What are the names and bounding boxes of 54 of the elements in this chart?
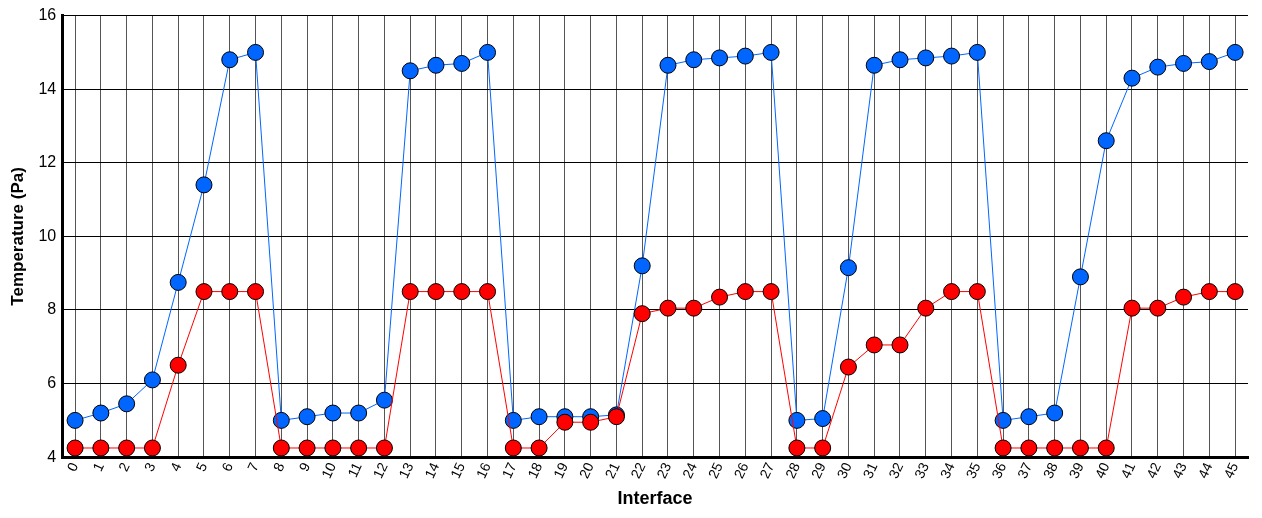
x-tick-label: 35: [962, 459, 984, 481]
y-tick-label: 16: [38, 6, 57, 24]
x-tick-label: 13: [395, 459, 417, 481]
x-tick-label: 15: [446, 459, 469, 481]
x-tick-label: 34: [936, 459, 958, 481]
x-tick-label: 36: [988, 459, 1010, 481]
x-tick-label: 40: [1091, 459, 1113, 481]
x-tick-label: 9: [295, 459, 314, 474]
x-tick-label: 14: [421, 459, 443, 481]
x-tick-label: 32: [885, 459, 907, 481]
x-tick-label: 39: [1065, 459, 1087, 481]
y-axis-title: Temperature (Pa): [7, 167, 27, 306]
x-tick-label: 41: [1117, 459, 1139, 481]
x-tick-label: 8: [269, 459, 288, 474]
x-tick-label: 38: [1039, 459, 1061, 481]
y-tick-label: 12: [38, 153, 57, 171]
y-tick-label: 10: [38, 226, 57, 244]
y-tick-label: 8: [47, 300, 57, 318]
x-tick-label: 24: [678, 459, 701, 481]
x-tick-label: 42: [1142, 459, 1165, 481]
x-axis-title: Interface: [617, 488, 693, 509]
x-tick-label: 17: [498, 459, 520, 481]
x-tick-label: 25: [704, 459, 726, 481]
x-tick-label: 22: [627, 459, 649, 481]
x-tick-label: 21: [601, 459, 623, 481]
x-tick-label: 10: [318, 459, 340, 481]
x-tick-label: 37: [1014, 459, 1036, 481]
x-tick-label: 28: [782, 459, 804, 481]
x-tick-label: 29: [807, 459, 829, 481]
x-tick-label: 19: [550, 459, 572, 481]
x-tick-label: 45: [1220, 459, 1242, 481]
x-tick-label: 44: [1194, 459, 1216, 481]
x-tick-label: 5: [192, 459, 211, 474]
x-tick-label: 31: [859, 459, 881, 481]
x-tick-label: 3: [140, 459, 159, 474]
x-tick-label: 18: [524, 459, 546, 481]
x-tick-label: 26: [730, 459, 752, 481]
x-tick-label: 0: [63, 459, 82, 474]
x-tick-label: 4: [166, 459, 185, 474]
x-tick-label: 23: [653, 459, 675, 481]
x-tick-label: 1: [89, 459, 108, 474]
x-tick-label: 20: [575, 459, 597, 481]
x-tick-label: 16: [472, 459, 494, 481]
x-tick-label: 43: [1168, 459, 1190, 481]
x-tick-label: 33: [910, 459, 933, 481]
x-tick-label: 11: [344, 459, 365, 480]
x-tick-label: 12: [369, 459, 391, 481]
x-tick-label: 7: [243, 459, 262, 474]
x-tick-label: 27: [756, 459, 778, 481]
x-tick-label: 6: [218, 459, 237, 474]
x-tick-label: 30: [833, 459, 855, 481]
y-tick-label: 6: [47, 374, 57, 391]
x-tick-label: 2: [115, 459, 133, 474]
y-tick-label: 14: [38, 79, 57, 97]
